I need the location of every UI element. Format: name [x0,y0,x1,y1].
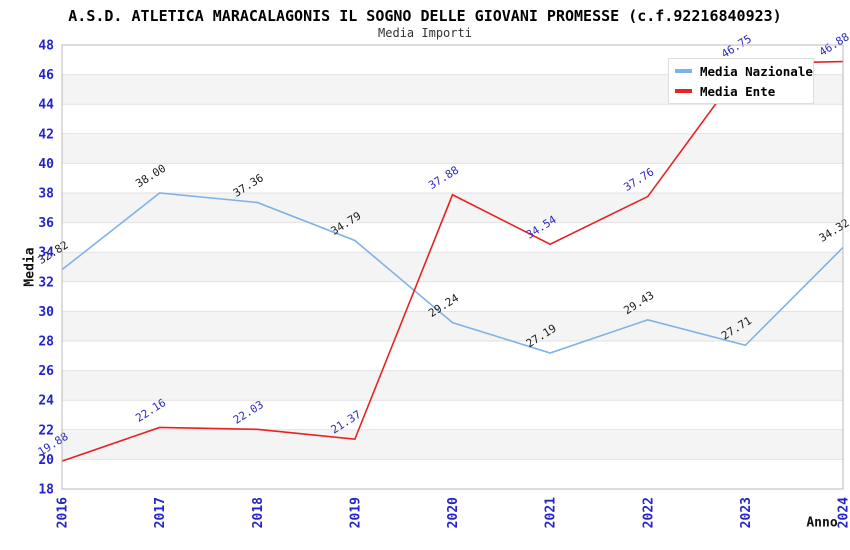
svg-text:2018: 2018 [251,497,266,528]
svg-text:32: 32 [38,275,54,290]
svg-text:2019: 2019 [348,497,363,528]
x-axis-title: Anno [806,515,838,531]
svg-text:2024: 2024 [837,497,850,528]
svg-text:2023: 2023 [739,497,754,528]
legend-swatch-media-ente [675,89,692,93]
line-media-nazionale [61,192,844,354]
plot-bands [62,74,843,460]
svg-text:34: 34 [38,246,54,261]
svg-text:48: 48 [38,39,54,54]
svg-text:30: 30 [38,305,54,320]
svg-text:28: 28 [38,335,54,350]
svg-text:40: 40 [38,157,54,172]
legend: Media Nazionale Media Ente [668,58,814,104]
svg-text:22.03: 22.03 [231,398,266,427]
legend-label-media-nazionale: Media Nazionale [700,63,813,79]
svg-text:2022: 2022 [641,497,656,528]
svg-text:46.75: 46.75 [719,32,754,61]
x-tick-labels: 2016 2017 2018 2019 2020 2021 2022 2023 2024 [56,497,850,528]
y-tick-labels: 18 20 22 24 26 28 30 32 34 36 38 40 42 44 46 48 [38,39,54,498]
plot-border [61,44,844,490]
svg-text:26: 26 [38,364,54,379]
y-axis-title: Media [22,247,38,287]
svg-text:42: 42 [38,127,54,142]
svg-text:38.00: 38.00 [133,162,168,191]
svg-text:22: 22 [38,423,54,438]
svg-text:18: 18 [38,483,54,498]
legend-swatch-media-nazionale [675,69,692,73]
chart-title: A.S.D. ATLETICA MARACALAGONIS IL SOGNO D… [68,7,782,25]
legend-label-media-ente: Media Ente [700,83,776,99]
line-media-ente [61,60,844,462]
svg-text:46: 46 [38,68,54,83]
svg-text:2017: 2017 [153,497,168,528]
legend-item-media-nazionale: Media Nazionale [675,64,813,79]
svg-text:36: 36 [38,216,54,231]
svg-text:24: 24 [38,394,54,409]
svg-text:38: 38 [38,187,54,202]
svg-text:37.88: 37.88 [426,164,461,193]
legend-item-media-ente: Media Ente [675,84,813,99]
svg-text:2021: 2021 [544,497,559,528]
svg-text:37.76: 37.76 [621,165,656,194]
svg-text:20: 20 [38,453,54,468]
svg-text:2020: 2020 [446,497,461,528]
svg-text:2016: 2016 [56,497,71,528]
chart-subtitle: Media Importi [378,26,472,40]
svg-text:44: 44 [38,98,54,113]
